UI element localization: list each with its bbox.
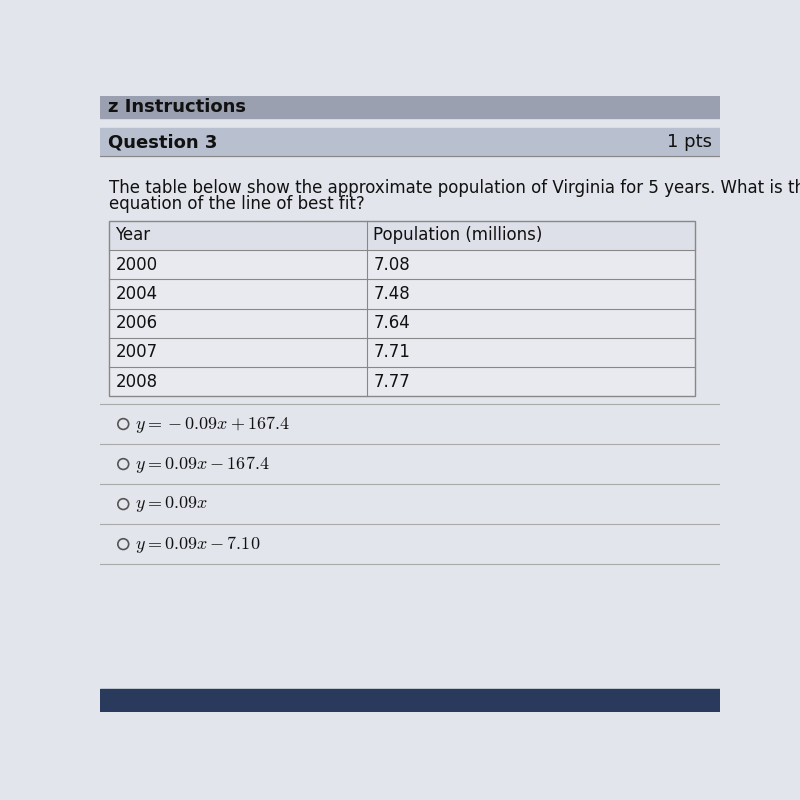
Bar [110, 338, 695, 367]
Text: $y = 0.09x − 167.4$: $y = 0.09x − 167.4$ [135, 454, 270, 474]
Text: 7.48: 7.48 [374, 285, 410, 303]
Text: 7.71: 7.71 [374, 343, 410, 362]
Text: 2007: 2007 [115, 343, 158, 362]
Bar [100, 96, 720, 118]
Text: Question 3: Question 3 [108, 134, 217, 151]
Text: 7.08: 7.08 [374, 256, 410, 274]
Bar [110, 221, 695, 396]
Bar [100, 128, 720, 156]
Bar [110, 279, 695, 309]
Text: 2004: 2004 [115, 285, 158, 303]
Bar [110, 250, 695, 279]
Text: $y = 0.09x$: $y = 0.09x$ [135, 494, 208, 514]
Text: 7.77: 7.77 [374, 373, 410, 390]
Text: The table below show the approximate population of Virginia for 5 years. What is: The table below show the approximate pop… [110, 179, 800, 197]
Text: $y = 0.09x − 7.10$: $y = 0.09x − 7.10$ [135, 534, 260, 554]
Text: 2000: 2000 [115, 256, 158, 274]
Text: 2006: 2006 [115, 314, 158, 332]
Text: $y = −0.09x + 167.4$: $y = −0.09x + 167.4$ [135, 414, 290, 434]
Text: Population (millions): Population (millions) [374, 226, 542, 244]
Text: 7.64: 7.64 [374, 314, 410, 332]
Bar [110, 367, 695, 396]
Bar [100, 689, 720, 712]
Text: z Instructions: z Instructions [108, 98, 246, 116]
Bar [110, 221, 695, 250]
Text: equation of the line of best fit?: equation of the line of best fit? [110, 194, 365, 213]
Text: 1 pts: 1 pts [667, 134, 712, 151]
Bar [110, 309, 695, 338]
Text: 2008: 2008 [115, 373, 158, 390]
Text: Year: Year [115, 226, 150, 244]
